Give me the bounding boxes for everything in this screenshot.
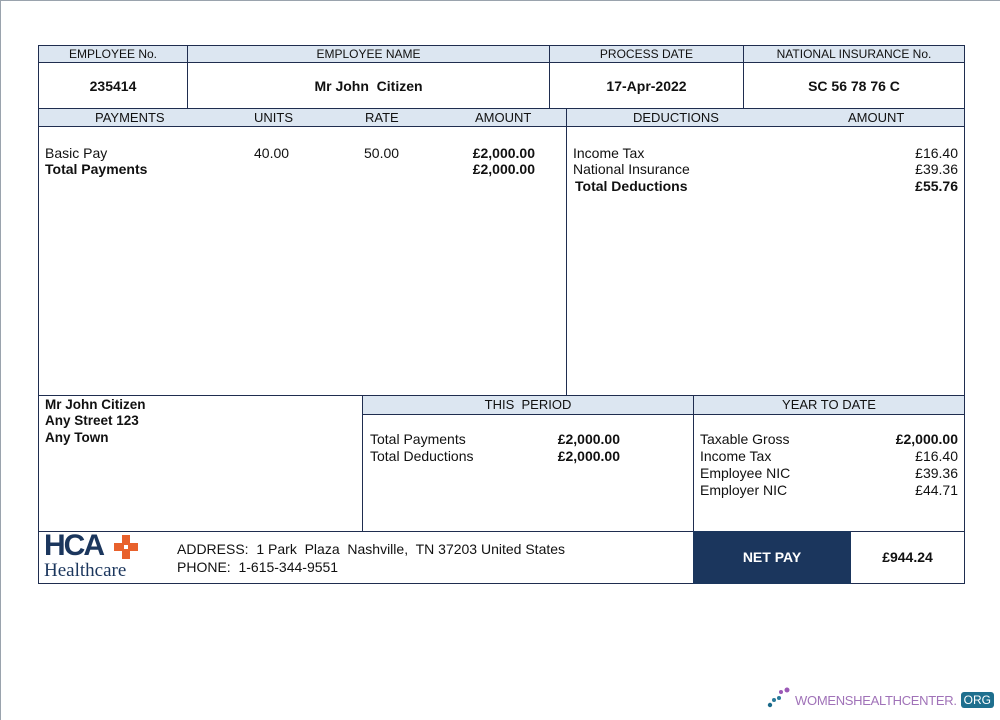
watermark-text: WOMENSHEALTHCENTER. bbox=[795, 693, 957, 708]
units-col: UNITS bbox=[254, 110, 293, 125]
ytd-label: Employee NIC bbox=[700, 465, 791, 481]
payment-units: 40.00 bbox=[254, 145, 290, 161]
logo-subtext: Healthcare bbox=[44, 560, 127, 581]
deduction-label: National Insurance bbox=[573, 161, 690, 177]
ytd-amount: £44.71 bbox=[915, 482, 958, 498]
payment-label: Basic Pay bbox=[45, 145, 108, 161]
total-deductions-amount: £55.76 bbox=[915, 178, 958, 194]
deductions-col: DEDUCTIONS bbox=[633, 110, 719, 125]
ytd-label: Income Tax bbox=[700, 448, 772, 464]
company-address: ADDRESS: 1 Park Plaza Nashville, TN 3720… bbox=[177, 541, 566, 557]
total-payments-amount: £2,000.00 bbox=[472, 161, 535, 177]
address-line: Mr John Citizen bbox=[45, 397, 146, 412]
ytd-label: Taxable Gross bbox=[700, 431, 790, 447]
ytd-title: YEAR TO DATE bbox=[694, 396, 964, 415]
rate-col: RATE bbox=[365, 110, 399, 125]
employee-no: 235414 bbox=[89, 78, 137, 94]
total-deductions-label: Total Deductions bbox=[575, 178, 688, 194]
ytd-amount: £16.40 bbox=[915, 448, 958, 464]
payments-header-bar bbox=[39, 109, 566, 127]
ytd-label: Employer NIC bbox=[700, 482, 788, 498]
dots-icon bbox=[767, 687, 790, 708]
amount-col: AMOUNT bbox=[475, 110, 532, 125]
ni-label: NATIONAL INSURANCE No. bbox=[744, 46, 964, 63]
period-label: Total Payments bbox=[370, 431, 466, 447]
net-pay-amount: £944.24 bbox=[882, 549, 933, 565]
deduction-amount: £39.36 bbox=[915, 161, 958, 177]
watermark-suffix: ORG bbox=[960, 692, 994, 708]
process-date-label: PROCESS DATE bbox=[550, 46, 743, 63]
ni-number: SC 56 78 76 C bbox=[808, 78, 900, 94]
deduction-amount-col: AMOUNT bbox=[848, 110, 905, 125]
deduction-label: Income Tax bbox=[573, 145, 645, 161]
this-period-title: THIS PERIOD bbox=[363, 396, 693, 415]
address-line: Any Street 123 bbox=[45, 413, 139, 428]
ytd-amount: £2,000.00 bbox=[895, 431, 958, 447]
employee-no-label: EMPLOYEE No. bbox=[39, 46, 187, 63]
footer bbox=[38, 531, 965, 584]
ytd-amount: £39.36 bbox=[915, 465, 958, 481]
employee-name: Mr John Citizen bbox=[314, 78, 423, 94]
logo-text: HCA bbox=[44, 529, 105, 562]
employee-name-label: EMPLOYEE NAME bbox=[188, 46, 549, 63]
address-line: Any Town bbox=[45, 430, 109, 445]
total-payments-label: Total Payments bbox=[45, 161, 148, 177]
deductions-header-bar bbox=[567, 109, 964, 127]
cross-icon bbox=[114, 535, 138, 559]
period-amount: £2,000.00 bbox=[557, 448, 620, 464]
deduction-amount: £16.40 bbox=[915, 145, 958, 161]
payment-amount: £2,000.00 bbox=[472, 145, 535, 161]
company-phone: PHONE: 1-615-344-9551 bbox=[177, 559, 339, 575]
payment-rate: 50.00 bbox=[364, 145, 400, 161]
watermark: WOMENSHEALTHCENTER. ORG bbox=[767, 686, 994, 708]
process-date: 17-Apr-2022 bbox=[606, 78, 687, 94]
period-amount: £2,000.00 bbox=[557, 431, 620, 447]
net-pay-label: NET PAY bbox=[693, 531, 851, 584]
payments-col: PAYMENTS bbox=[95, 110, 165, 125]
period-label: Total Deductions bbox=[370, 448, 474, 464]
